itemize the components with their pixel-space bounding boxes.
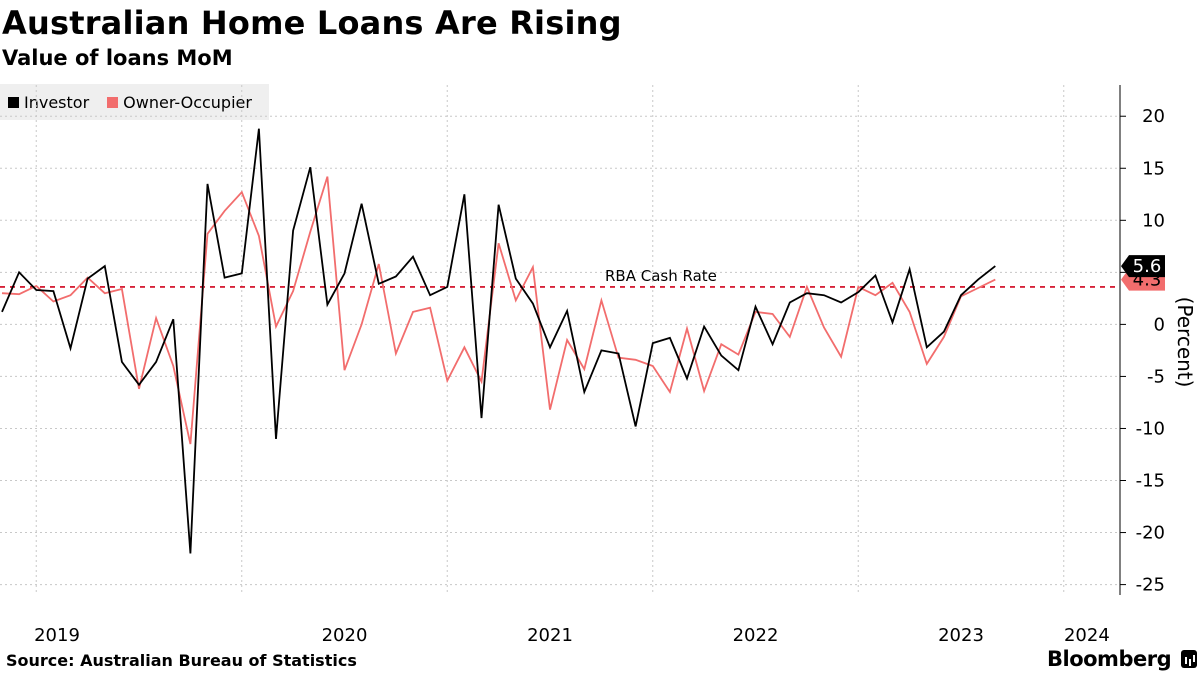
y-tick-label: -15 [1136, 471, 1165, 492]
y-tick-label: -20 [1136, 523, 1165, 544]
y-axis: 20151050-5-10-15-20-25(Percent) [1119, 85, 1197, 596]
chart-subtitle: Value of loans MoM [2, 46, 233, 70]
chart-title: Australian Home Loans Are Rising [2, 4, 622, 42]
legend-item-owner-occupier: Owner-Occupier [107, 93, 252, 112]
end-label-text: 5.6 [1133, 256, 1162, 277]
x-tick-label: 2024 [1064, 625, 1110, 646]
end-label-box [1121, 255, 1165, 278]
end-value-labels: 4.35.6 [1121, 255, 1165, 291]
x-tick-label: 2022 [733, 625, 779, 646]
x-tick-label: 2019 [34, 625, 80, 646]
brand-text: Bloomberg [1047, 647, 1172, 671]
y-tick-label: 10 [1142, 210, 1165, 231]
x-tick-label: 2021 [527, 625, 573, 646]
y-tick-label: 0 [1154, 314, 1165, 335]
reference-line-label: RBA Cash Rate [605, 267, 717, 285]
series-investor [1, 128, 996, 554]
y-tick-label: 20 [1142, 106, 1165, 127]
bloomberg-logo: Bloomberg [1047, 647, 1198, 671]
bloomberg-terminal-icon [1181, 650, 1198, 668]
legend-label-investor: Investor [24, 92, 90, 112]
legend-item-investor: Investor [8, 93, 89, 112]
series-line-owner-occupier [1, 176, 996, 445]
x-tick-label: 2023 [938, 625, 984, 646]
chart-series [1, 128, 996, 554]
x-tick-label: 2020 [322, 625, 368, 646]
legend: Investor Owner-Occupier [0, 84, 269, 120]
y-tick-label: -5 [1147, 366, 1165, 387]
legend-swatch-owner-occupier [107, 96, 119, 108]
y-tick-label: -25 [1136, 575, 1165, 596]
x-axis: 2019 2020 2021 2022 2023 2024 [34, 625, 1110, 646]
legend-label-owner-occupier: Owner-Occupier [123, 92, 252, 112]
series-owner-occupier [1, 176, 996, 445]
end-label-investor: 5.6 [1121, 255, 1165, 278]
rba-cash-rate-line: RBA Cash Rate [0, 267, 1120, 288]
chart-gridlines [0, 85, 1120, 595]
y-axis-label: (Percent) [1173, 297, 1197, 388]
y-tick-label: -10 [1136, 418, 1165, 439]
source-note: Source: Australian Bureau of Statistics [6, 651, 357, 670]
legend-swatch-investor [8, 96, 19, 108]
y-tick-label: 15 [1142, 158, 1165, 179]
